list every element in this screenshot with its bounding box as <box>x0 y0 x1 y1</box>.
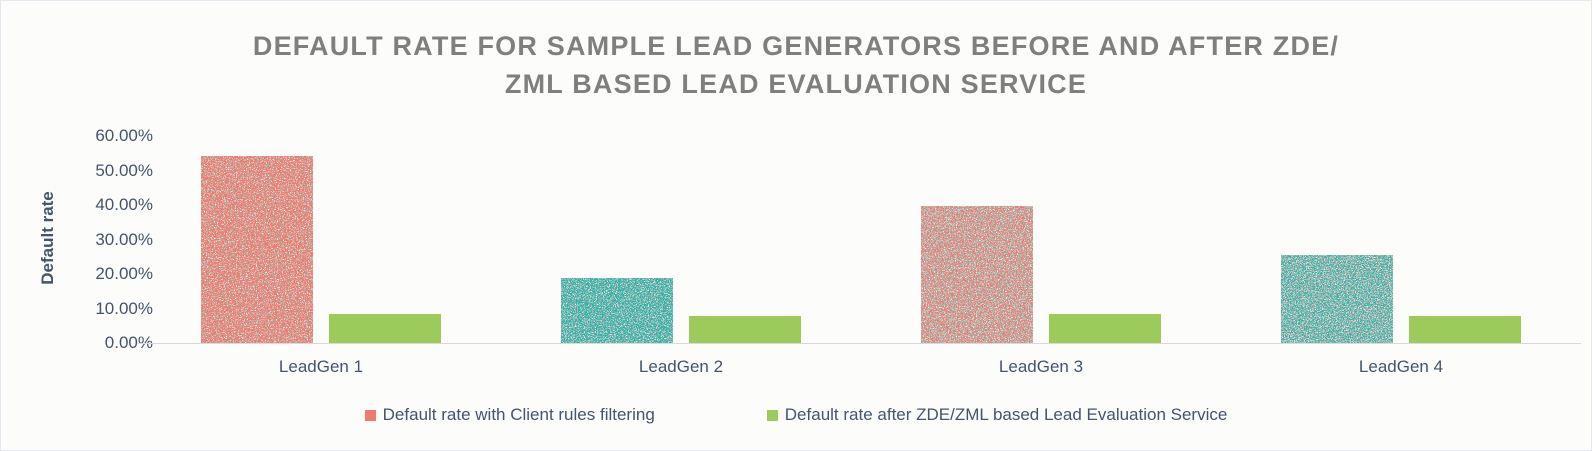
legend-item-before: Default rate with Client rules filtering <box>364 405 655 425</box>
y-tick-label-0-00-: 0.00% <box>104 333 153 352</box>
x-label-leadgen-1: LeadGen 1 <box>278 357 364 376</box>
x-label-leadgen-3: LeadGen 3 <box>998 357 1084 376</box>
x-axis-line <box>138 343 1581 344</box>
bar-after-leadgen-3 <box>1049 314 1161 343</box>
chart-title-line1: DEFAULT RATE FOR SAMPLE LEAD GENERATORS … <box>252 31 1340 61</box>
chart-title: DEFAULT RATE FOR SAMPLE LEAD GENERATORS … <box>1 27 1591 103</box>
bar-before-leadgen-3 <box>921 206 1033 343</box>
x-axis-category-labels: LeadGen 1 LeadGen 2 LeadGen 3 LeadGen 4 <box>141 357 1581 377</box>
y-tick-label-20-00-: 20.00% <box>95 264 153 283</box>
chart-title-line2: ZML BASED LEAD EVALUATION SERVICE <box>504 69 1088 99</box>
bar-after-leadgen-4 <box>1409 316 1521 343</box>
bar-before-leadgen-2 <box>561 278 673 343</box>
bar-group-leadgen-4 <box>1221 136 1581 343</box>
bar-after-leadgen-1 <box>329 314 441 343</box>
y-tick-label-10-00-: 10.00% <box>95 298 153 318</box>
bar-group-leadgen-1 <box>141 136 501 343</box>
plot-area <box>141 136 1581 343</box>
y-axis-tick-labels: 60.00% 50.00% 40.00% 30.00% 20.00% 10.00% 0.00… <box>41 1 153 450</box>
y-tick-label-30-00-: 30.00% <box>95 229 153 249</box>
y-tick-label-60-00-: 60.00% <box>95 126 153 145</box>
x-label-leadgen-2: LeadGen 2 <box>638 357 724 376</box>
x-label-leadgen-4: LeadGen 4 <box>1358 357 1444 376</box>
bar-after-leadgen-2 <box>689 316 801 343</box>
legend-item-after: Default rate after ZDE/ZML based Lead Ev… <box>766 405 1228 425</box>
legend-label-before: Default rate with Client rules filtering <box>382 405 655 424</box>
bar-group-leadgen-3 <box>861 136 1221 343</box>
legend-swatch-after <box>766 409 778 421</box>
y-tick-label-40-00-: 40.00% <box>95 195 153 214</box>
bar-before-leadgen-1 <box>201 156 313 343</box>
legend-swatch-before <box>364 409 376 421</box>
legend-label-after: Default rate after ZDE/ZML based Lead Ev… <box>784 405 1228 424</box>
bar-before-leadgen-4 <box>1281 255 1393 343</box>
legend: Default rate with Client rules filtering… <box>1 405 1591 425</box>
y-tick-label-50-00-: 50.00% <box>95 160 153 180</box>
bar-group-leadgen-2 <box>501 136 861 343</box>
